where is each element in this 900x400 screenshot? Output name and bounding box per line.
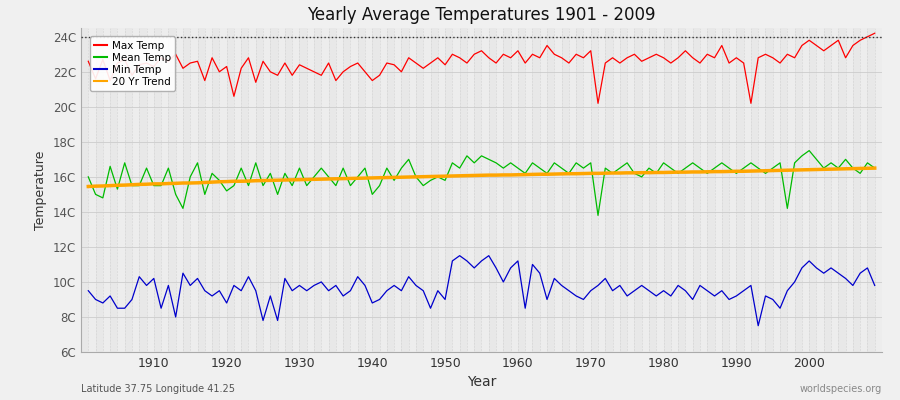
Bar	[321, 28, 328, 352]
Title: Yearly Average Temperatures 1901 - 2009: Yearly Average Temperatures 1901 - 2009	[307, 6, 656, 24]
Bar	[117, 28, 125, 352]
Bar	[394, 28, 401, 352]
Bar	[220, 28, 227, 352]
Bar	[831, 28, 838, 352]
Bar	[248, 28, 256, 352]
Bar	[161, 28, 168, 352]
Bar	[510, 28, 518, 352]
Bar	[788, 28, 795, 352]
Bar	[205, 28, 212, 352]
Bar	[380, 28, 387, 352]
Text: worldspecies.org: worldspecies.org	[800, 384, 882, 394]
Bar	[670, 28, 678, 352]
Bar	[656, 28, 663, 352]
Bar	[642, 28, 649, 352]
Bar	[409, 28, 416, 352]
Bar	[234, 28, 241, 352]
Bar	[554, 28, 562, 352]
Bar	[277, 28, 285, 352]
Bar	[598, 28, 606, 352]
X-axis label: Year: Year	[467, 376, 496, 390]
Bar	[88, 28, 95, 352]
Bar	[627, 28, 634, 352]
Bar	[846, 28, 853, 352]
Bar	[423, 28, 430, 352]
Bar	[496, 28, 503, 352]
Bar	[467, 28, 474, 352]
Bar	[103, 28, 110, 352]
Bar	[715, 28, 722, 352]
Bar	[147, 28, 154, 352]
Bar	[729, 28, 736, 352]
Bar	[816, 28, 824, 352]
Bar	[686, 28, 693, 352]
Bar	[743, 28, 751, 352]
Bar	[773, 28, 780, 352]
Bar	[758, 28, 766, 352]
Bar	[453, 28, 460, 352]
Bar	[365, 28, 373, 352]
Bar	[437, 28, 446, 352]
Bar	[583, 28, 590, 352]
Text: Latitude 37.75 Longitude 41.25: Latitude 37.75 Longitude 41.25	[81, 384, 235, 394]
Y-axis label: Temperature: Temperature	[34, 150, 48, 230]
Bar	[350, 28, 357, 352]
Bar	[176, 28, 183, 352]
Bar	[526, 28, 533, 352]
Bar	[569, 28, 576, 352]
Bar	[540, 28, 547, 352]
Bar	[263, 28, 270, 352]
Bar	[860, 28, 868, 352]
Bar	[802, 28, 809, 352]
Bar	[132, 28, 140, 352]
Bar	[336, 28, 343, 352]
Bar	[700, 28, 707, 352]
Bar	[307, 28, 314, 352]
Bar	[875, 28, 882, 352]
Bar	[292, 28, 300, 352]
Legend: Max Temp, Mean Temp, Min Temp, 20 Yr Trend: Max Temp, Mean Temp, Min Temp, 20 Yr Tre…	[90, 36, 176, 91]
Bar	[482, 28, 489, 352]
Bar	[613, 28, 620, 352]
Bar	[190, 28, 197, 352]
